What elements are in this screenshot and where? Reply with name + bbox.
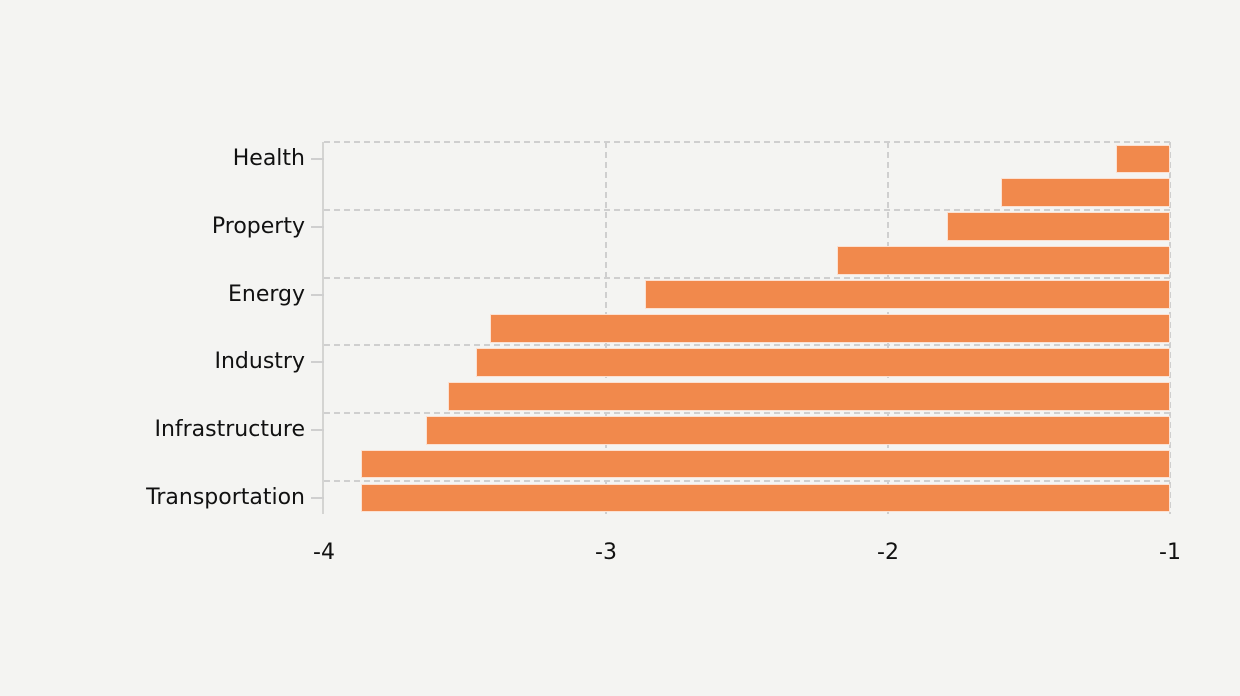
y-tick-mark bbox=[311, 496, 324, 499]
y-gridline bbox=[324, 480, 1170, 482]
y-tick-mark bbox=[311, 429, 324, 432]
y-gridline bbox=[324, 412, 1170, 415]
bar-industry bbox=[476, 347, 1170, 377]
category-label-infrastructure: Infrastructure bbox=[154, 417, 305, 443]
y-tick-mark bbox=[311, 157, 324, 160]
y-gridline bbox=[324, 276, 1170, 279]
bar-unlabeled-1 bbox=[1000, 178, 1170, 208]
x-tick-label: -2 bbox=[877, 540, 899, 565]
y-tick-mark bbox=[311, 225, 324, 228]
category-label-energy: Energy bbox=[227, 281, 305, 307]
category-label-transportation: Transportation bbox=[146, 484, 305, 510]
category-label-property: Property bbox=[211, 213, 305, 239]
bar-unlabeled-7 bbox=[448, 381, 1170, 411]
y-gridline bbox=[324, 208, 1170, 211]
bar-energy bbox=[645, 280, 1170, 309]
category-label-health: Health bbox=[232, 145, 305, 171]
bar-infrastructure bbox=[425, 415, 1170, 445]
y-tick-mark bbox=[311, 293, 324, 296]
x-tick-label: -1 bbox=[1159, 540, 1181, 565]
x-tick-label: -4 bbox=[313, 540, 335, 565]
bar-transportation bbox=[360, 483, 1170, 513]
x-gridline bbox=[1169, 142, 1171, 514]
bar-unlabeled-5 bbox=[490, 314, 1170, 343]
x-tick-label: -3 bbox=[595, 540, 617, 565]
bar-unlabeled-9 bbox=[360, 449, 1170, 479]
bar-health bbox=[1116, 144, 1170, 174]
bar-unlabeled-3 bbox=[837, 246, 1170, 276]
y-tick-mark bbox=[311, 361, 324, 364]
y-gridline bbox=[324, 141, 1170, 143]
y-axis-spine bbox=[322, 142, 324, 514]
y-gridline bbox=[324, 344, 1170, 347]
bar-property bbox=[947, 212, 1170, 242]
category-label-industry: Industry bbox=[214, 349, 306, 375]
